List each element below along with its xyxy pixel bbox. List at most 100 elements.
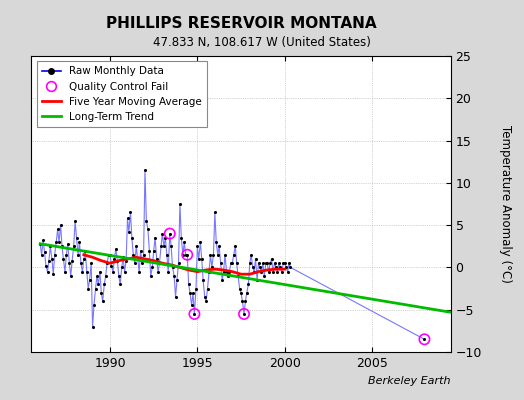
Point xyxy=(53,226,62,232)
Point xyxy=(115,273,123,279)
Point xyxy=(46,243,54,250)
Legend: Raw Monthly Data, Quality Control Fail, Five Year Moving Average, Long-Term Tren: Raw Monthly Data, Quality Control Fail, … xyxy=(37,61,207,127)
Point xyxy=(160,243,168,250)
Point xyxy=(276,264,285,271)
Point xyxy=(139,252,148,258)
Point xyxy=(240,311,248,317)
Point xyxy=(238,298,247,304)
Point xyxy=(87,260,95,266)
Point xyxy=(42,262,50,269)
Point xyxy=(212,239,221,245)
Point xyxy=(192,285,200,292)
Point xyxy=(142,218,150,224)
Point xyxy=(208,264,216,271)
Point xyxy=(283,268,292,275)
Point xyxy=(231,243,239,250)
Point xyxy=(116,281,124,288)
Point xyxy=(55,239,63,245)
Point xyxy=(134,256,142,262)
Point xyxy=(272,264,280,271)
Point xyxy=(168,264,177,271)
Point xyxy=(166,230,174,237)
Point xyxy=(151,235,159,241)
Point xyxy=(254,260,263,266)
Point xyxy=(257,268,266,275)
Point xyxy=(61,268,69,275)
Point xyxy=(286,264,294,271)
Point xyxy=(147,273,155,279)
Text: Berkeley Earth: Berkeley Earth xyxy=(368,376,451,386)
Point xyxy=(278,268,286,275)
Point xyxy=(183,252,191,258)
Point xyxy=(119,254,127,260)
Point xyxy=(152,256,161,262)
Point xyxy=(45,258,53,264)
Point xyxy=(136,247,145,254)
Point xyxy=(84,285,92,292)
Point xyxy=(235,285,244,292)
Point xyxy=(110,256,118,262)
Point xyxy=(71,218,79,224)
Point xyxy=(102,273,110,279)
Point xyxy=(285,260,293,266)
Point xyxy=(157,243,165,250)
Point xyxy=(250,268,258,275)
Point xyxy=(97,290,105,296)
Point xyxy=(260,273,268,279)
Point xyxy=(189,290,197,296)
Point xyxy=(135,268,144,275)
Point xyxy=(181,252,190,258)
Point xyxy=(196,239,204,245)
Point xyxy=(180,239,189,245)
Point xyxy=(220,268,228,275)
Point xyxy=(72,235,81,241)
Point xyxy=(39,237,47,244)
Point xyxy=(282,264,290,271)
Point xyxy=(222,268,231,275)
Point xyxy=(103,260,111,266)
Point xyxy=(267,256,276,262)
Point xyxy=(49,271,58,277)
Point xyxy=(162,252,171,258)
Y-axis label: Temperature Anomaly (°C): Temperature Anomaly (°C) xyxy=(498,125,511,283)
Point xyxy=(58,243,66,250)
Point xyxy=(91,285,100,292)
Point xyxy=(241,298,249,304)
Point xyxy=(225,268,234,275)
Point xyxy=(265,268,273,275)
Point xyxy=(248,264,257,271)
Point xyxy=(126,209,135,216)
Point xyxy=(36,240,45,247)
Point xyxy=(230,252,238,258)
Point xyxy=(206,252,215,258)
Point xyxy=(261,260,270,266)
Point xyxy=(94,281,103,288)
Point xyxy=(123,215,132,222)
Point xyxy=(132,243,140,250)
Point xyxy=(59,256,68,262)
Point xyxy=(112,246,120,252)
Point xyxy=(237,290,245,296)
Point xyxy=(78,268,86,275)
Point xyxy=(130,260,139,266)
Point xyxy=(89,324,97,330)
Point xyxy=(194,256,203,262)
Point xyxy=(203,285,212,292)
Point xyxy=(68,258,77,264)
Point xyxy=(247,252,255,258)
Point xyxy=(420,336,429,342)
Point xyxy=(167,243,176,250)
Point xyxy=(243,290,251,296)
Point xyxy=(224,273,232,279)
Point xyxy=(109,268,117,275)
Point xyxy=(117,264,126,271)
Point xyxy=(275,260,283,266)
Point xyxy=(170,273,178,279)
Text: 47.833 N, 108.617 W (United States): 47.833 N, 108.617 W (United States) xyxy=(153,36,371,49)
Point xyxy=(80,256,88,262)
Point xyxy=(129,252,137,258)
Point xyxy=(65,260,73,266)
Point xyxy=(52,239,60,245)
Point xyxy=(85,277,94,283)
Point xyxy=(70,243,78,250)
